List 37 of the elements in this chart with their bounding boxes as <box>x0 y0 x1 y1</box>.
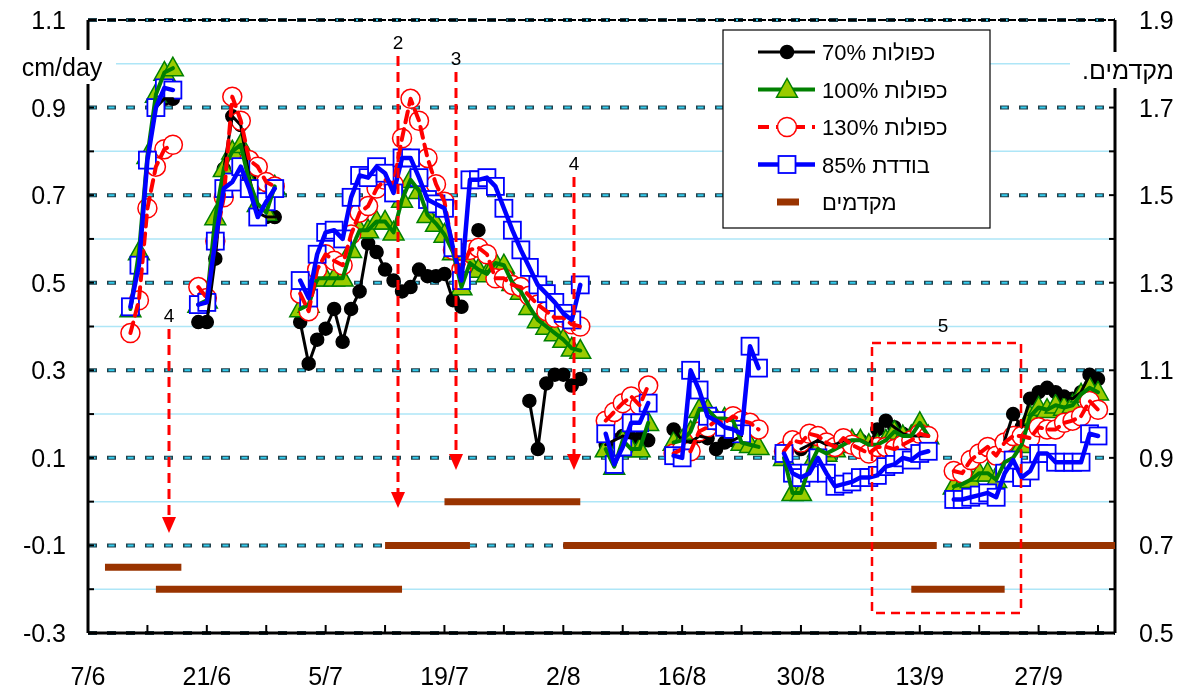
annotation: 2 <box>392 32 404 53</box>
y2-tick-label: 1.1 <box>1139 356 1174 385</box>
y-tick-label: 0.1 <box>31 443 66 472</box>
y-tick-label: 0.9 <box>31 93 66 122</box>
x-tick-label: 5/7 <box>308 662 344 690</box>
legend-label: בודדת 85% <box>822 152 930 178</box>
annotation: 5 <box>937 315 949 336</box>
x-tick-label: 13/9 <box>895 662 945 690</box>
annotation: 4 <box>163 305 175 326</box>
x-tick-label: 30/8 <box>776 662 826 690</box>
x-tick-label: 27/9 <box>1014 662 1063 690</box>
y-tick-label: 0.5 <box>31 268 66 297</box>
y-tick-label: 0.7 <box>31 181 66 210</box>
y2-tick-label: 0.7 <box>1139 531 1174 560</box>
y-tick-label: 1.1 <box>31 6 66 34</box>
x-tick-label: 21/6 <box>182 662 232 690</box>
y2-tick-label: 1.9 <box>1139 6 1174 34</box>
y2-tick-label: 1.5 <box>1139 181 1174 210</box>
x-tick-label: 2/8 <box>545 662 581 690</box>
y2-tick-label: 0.5 <box>1139 619 1174 647</box>
x-tick-label: 7/6 <box>70 662 106 690</box>
y-tick-label: -0.1 <box>22 531 66 560</box>
y2-tick-label: 1.7 <box>1139 93 1174 122</box>
legend-label: כפולות 130% <box>822 115 948 140</box>
x-tick-label: 19/7 <box>420 662 469 690</box>
legend-label: מקדמים <box>822 190 897 215</box>
annotation: 4 <box>568 153 580 174</box>
legend-label: כפולות 100% <box>822 77 948 103</box>
y2-tick-label: 1.3 <box>1139 268 1174 297</box>
y-tick-label: -0.3 <box>22 619 66 647</box>
y2-axis-title: מקדמים. <box>1082 56 1174 84</box>
y2-tick-label: 0.9 <box>1139 443 1174 472</box>
legend-label: כפולות 70% <box>822 40 936 65</box>
y-axis-title: cm/day <box>21 53 103 81</box>
x-tick-label: 16/8 <box>657 662 707 690</box>
annotation: 3 <box>450 48 462 69</box>
y-tick-label: 0.3 <box>31 356 66 385</box>
